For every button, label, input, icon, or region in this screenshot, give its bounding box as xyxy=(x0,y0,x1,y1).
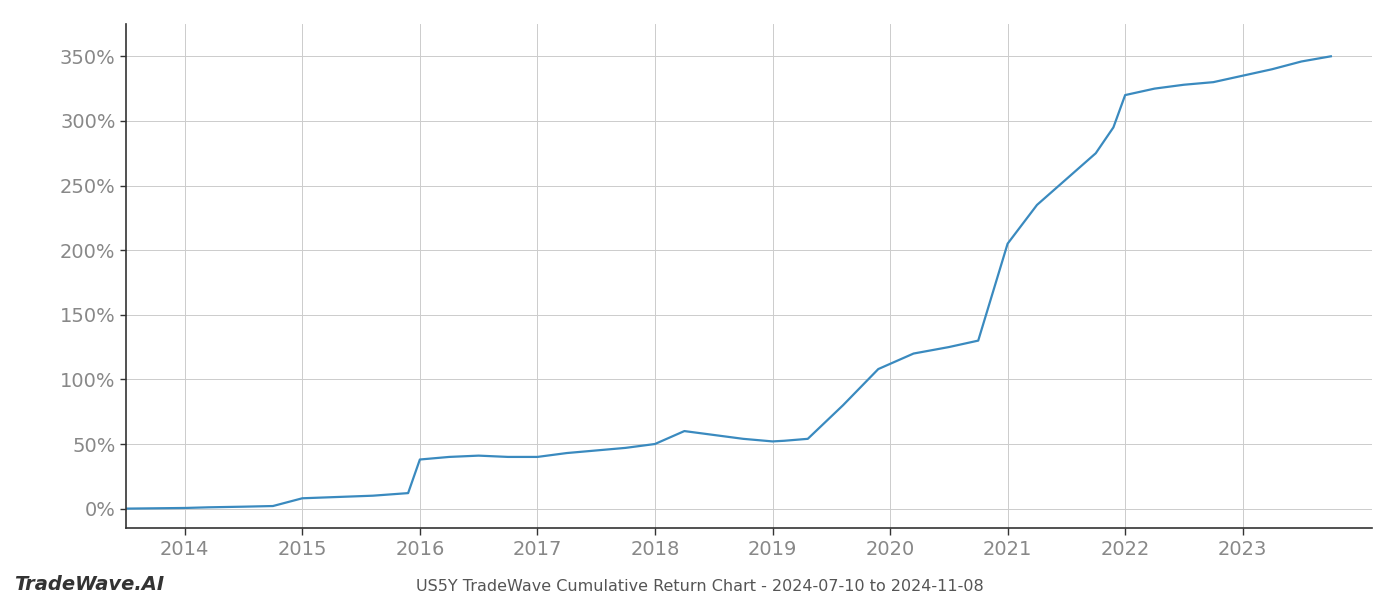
Text: US5Y TradeWave Cumulative Return Chart - 2024-07-10 to 2024-11-08: US5Y TradeWave Cumulative Return Chart -… xyxy=(416,579,984,594)
Text: TradeWave.AI: TradeWave.AI xyxy=(14,575,164,594)
